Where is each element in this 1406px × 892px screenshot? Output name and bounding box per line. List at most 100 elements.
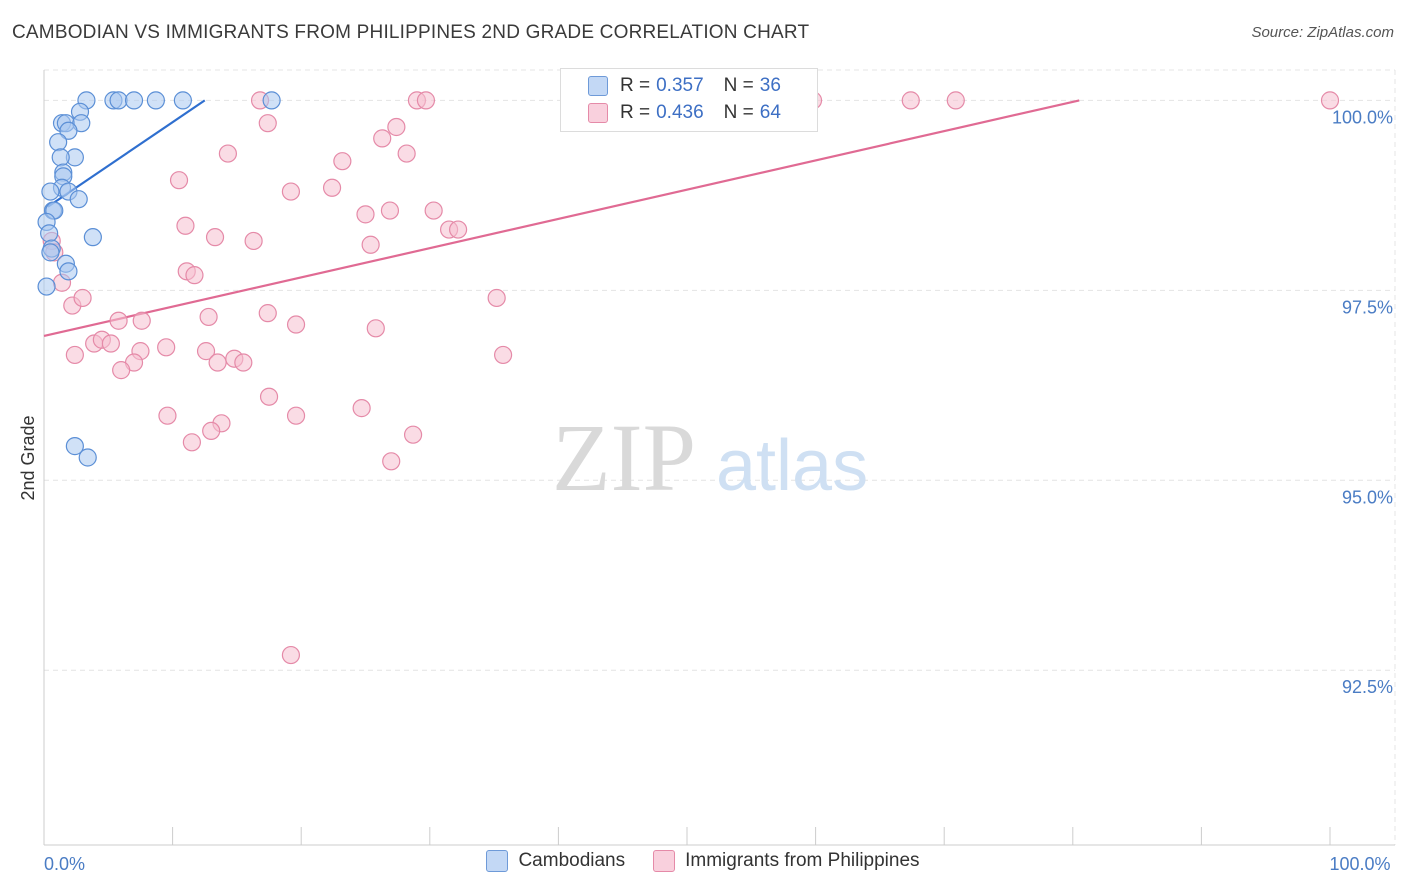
series-legend: Cambodians Immigrants from Philippines	[0, 850, 1406, 872]
philippines-point	[169, 171, 189, 190]
legend-r-value: 0.436	[656, 102, 704, 123]
philippines-point	[352, 399, 371, 418]
philippines-point	[199, 307, 218, 327]
philippines-point	[403, 425, 423, 444]
axes	[43, 70, 1395, 846]
philippines-point	[73, 288, 92, 308]
legend-swatch-blue	[486, 850, 509, 872]
cambodian-point	[65, 437, 84, 456]
philippines-point	[322, 178, 342, 197]
cambodian-point	[59, 121, 78, 140]
legend-item-cambodians[interactable]: Cambodians	[486, 850, 625, 872]
philippines-point	[258, 304, 277, 323]
philippines-point	[132, 311, 151, 330]
legend-n-label: N =	[723, 75, 754, 96]
philippines-point	[244, 231, 263, 251]
legend-item-philippines[interactable]: Immigrants from Philippines	[653, 850, 920, 872]
cambodian-point	[59, 262, 78, 281]
philippines-point	[258, 114, 277, 133]
philippines-point	[1320, 91, 1340, 110]
legend-r-label: R =	[620, 102, 651, 123]
philippines-point	[382, 452, 401, 471]
cambodian-point	[109, 91, 128, 110]
cambodian-point	[41, 182, 60, 201]
legend-swatch-pink	[653, 850, 676, 872]
cambodian-point	[146, 91, 165, 110]
philippines-point	[109, 311, 128, 330]
legend-row-philippines: R = 0.436 N = 64	[561, 100, 781, 126]
philippines-point	[380, 201, 400, 220]
legend-n-value: 64	[759, 102, 781, 123]
cambodian-point	[83, 228, 102, 247]
philippines-point	[416, 91, 436, 110]
philippines-point	[281, 645, 301, 665]
cambodian-point	[69, 190, 88, 209]
philippines-point	[158, 406, 177, 425]
watermark-zip: ZIP	[552, 404, 696, 511]
legend-n-value: 36	[759, 75, 781, 96]
philippines-point	[373, 129, 392, 148]
philippines-point	[361, 235, 380, 254]
y-tick-label: 92.5%	[1342, 677, 1393, 697]
philippines-point	[157, 338, 176, 357]
y-tick-label: 95.0%	[1342, 487, 1393, 507]
philippines-point	[946, 91, 965, 110]
legend-label: Cambodians	[518, 850, 626, 871]
legend-r-value: 0.357	[656, 75, 704, 96]
watermark-atlas: atlas	[716, 426, 868, 506]
philippines-point	[487, 288, 506, 308]
legend-label: Immigrants from Philippines	[685, 850, 920, 871]
philippines-point	[185, 266, 204, 285]
cambodian-point	[40, 224, 59, 243]
x-tick-label: 0.0%	[44, 854, 85, 874]
y-axis-title: 2nd Grade	[18, 415, 38, 500]
chart-title: CAMBODIAN VS IMMIGRANTS FROM PHILIPPINES…	[12, 22, 810, 43]
legend-n-label: N =	[723, 102, 754, 123]
x-tick-label: 100.0%	[1329, 854, 1390, 874]
cambodian-point	[173, 91, 192, 110]
philippines-point	[286, 406, 306, 425]
philippines-point	[234, 353, 253, 372]
philippines-point	[281, 182, 301, 201]
philippines-point	[202, 421, 221, 441]
legend-swatch-blue	[588, 76, 608, 96]
y-tick-label: 97.5%	[1342, 297, 1393, 317]
legend-row-cambodians: R = 0.357 N = 36	[561, 73, 781, 99]
philippines-point	[286, 315, 306, 334]
watermark: ZIP atlas	[552, 404, 868, 511]
philippines-point	[448, 220, 468, 239]
philippines-point	[333, 152, 352, 171]
philippines-point	[218, 144, 237, 163]
philippines-point	[112, 361, 131, 380]
philippines-point	[196, 342, 216, 361]
philippines-trend-line	[43, 99, 1080, 338]
philippines-point	[176, 216, 195, 235]
philippines-point	[259, 387, 279, 406]
philippines-point	[101, 334, 120, 353]
philippines-point	[366, 319, 385, 338]
cambodian-point	[78, 448, 97, 467]
legend-swatch-pink	[588, 103, 608, 123]
philippines-point	[182, 433, 201, 452]
legend-r-label: R =	[620, 75, 651, 96]
philippines-point	[65, 345, 84, 365]
trend-lines	[43, 99, 1080, 338]
cambodian-point	[49, 133, 68, 152]
philippines-point	[494, 345, 513, 365]
data-points	[37, 91, 1340, 665]
philippines-point	[387, 117, 406, 137]
cambodian-point	[51, 148, 70, 167]
cambodian-point	[41, 243, 60, 262]
y-tick-label: 100.0%	[1332, 107, 1393, 127]
cambodian-point	[124, 91, 144, 110]
philippines-point	[205, 228, 225, 247]
stats-legend: R = 0.357 N = 36 R = 0.436 N = 64	[560, 68, 818, 132]
source-label: Source: ZipAtlas.com	[1251, 24, 1394, 41]
philippines-point	[397, 144, 416, 163]
tick-labels: 100.0% 97.5% 95.0% 92.5% 0.0% 100.0% 2nd Grade	[18, 107, 1393, 874]
philippines-point	[208, 353, 227, 372]
philippines-point	[356, 205, 375, 224]
cambodian-point	[262, 91, 281, 110]
philippines-point	[424, 201, 443, 220]
